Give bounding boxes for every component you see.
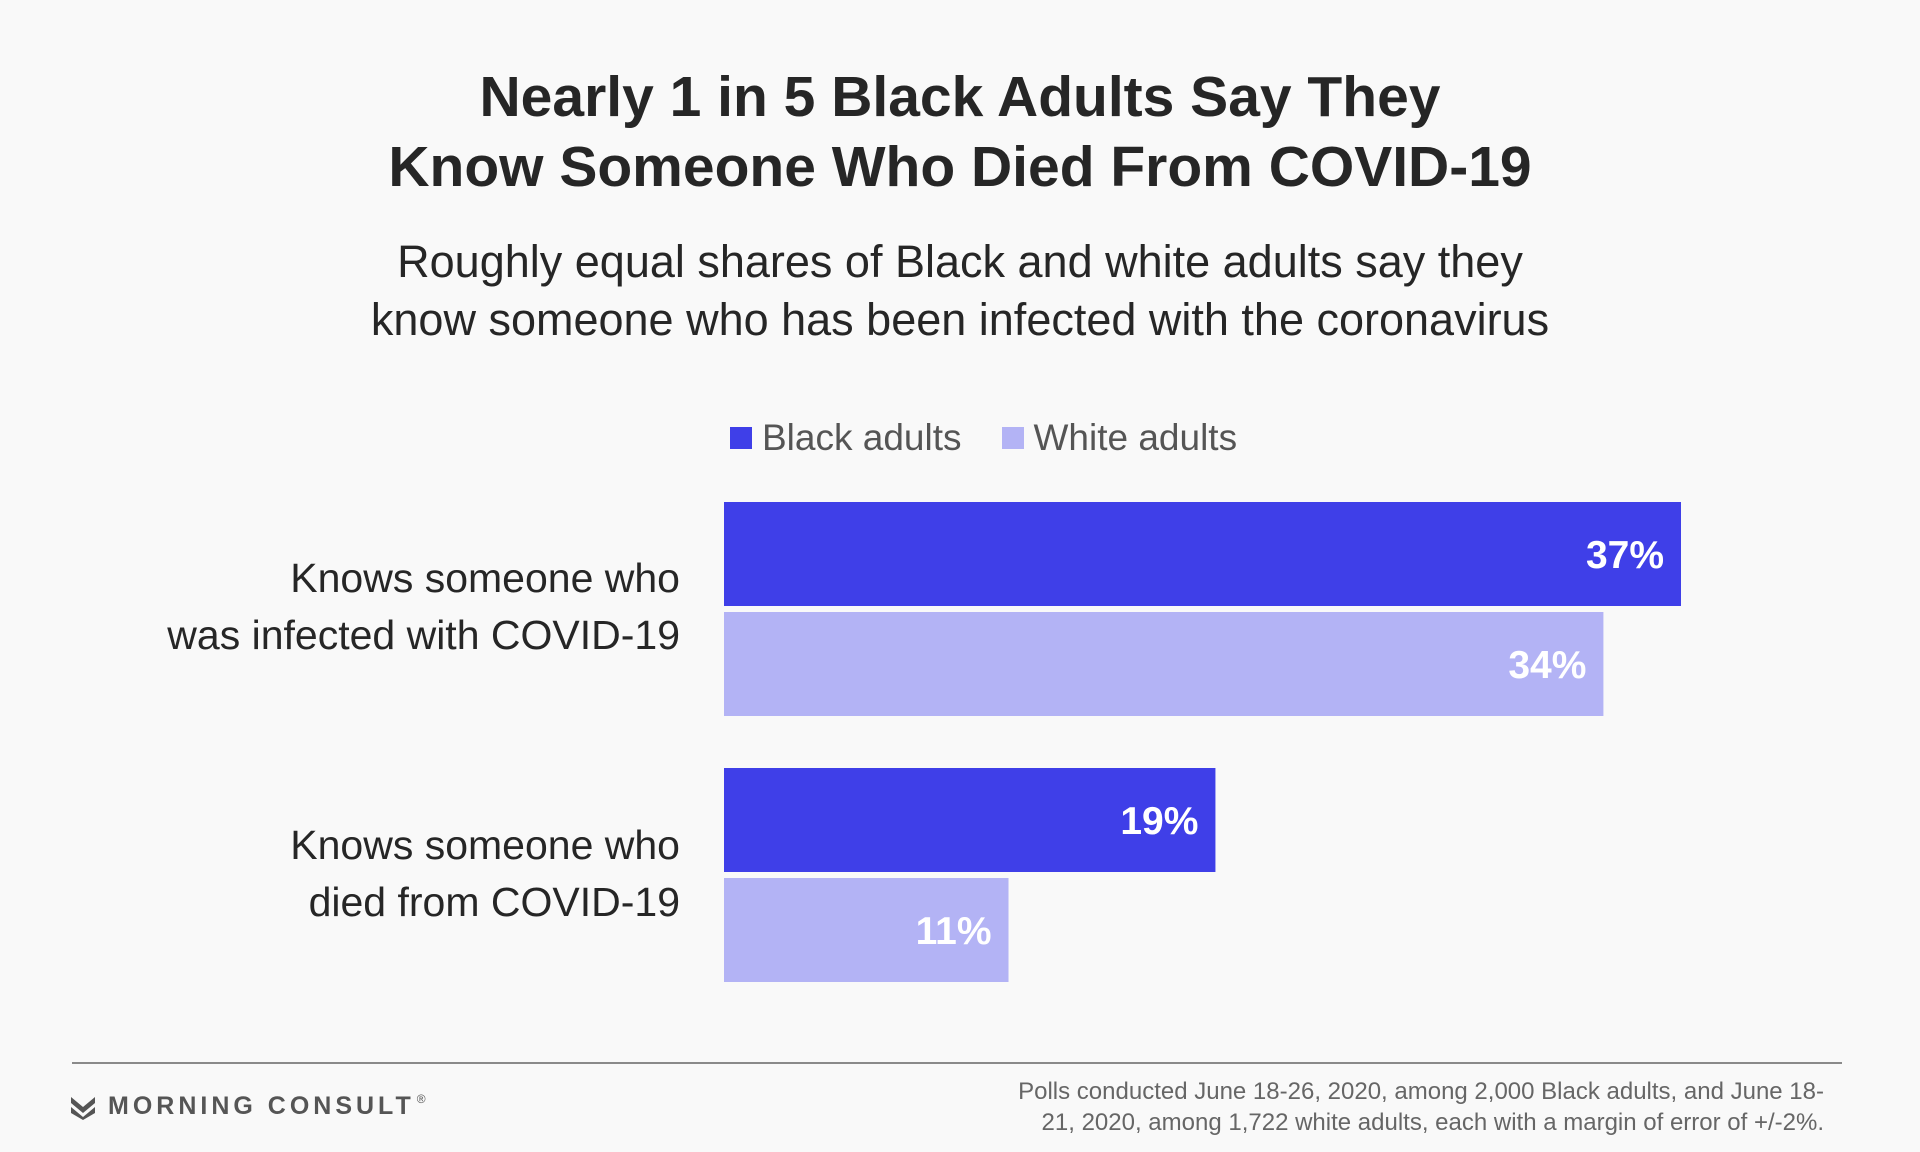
data-label-infected-white-adults: 34% — [1508, 644, 1586, 687]
category-label-died-line1: Knows someone who — [290, 822, 680, 868]
legend-label-black-adults: Black adults — [762, 417, 962, 458]
bar-infected-white-adults — [724, 612, 1604, 716]
chart-title: Nearly 1 in 5 Black Adults Say They Know… — [0, 62, 1920, 202]
chart-subtitle-line1: Roughly equal shares of Black and white … — [397, 236, 1523, 287]
bar-infected-black-adults — [724, 502, 1681, 606]
legend-swatch-white-adults — [1001, 427, 1024, 449]
category-label-infected-line1: Knows someone who — [290, 555, 680, 601]
source-note-line1: Polls conducted June 18-26, 2020, among … — [1018, 1078, 1824, 1105]
footer-divider — [72, 1062, 1842, 1064]
morning-consult-logo-icon — [71, 1096, 95, 1120]
source-note: Polls conducted June 18-26, 2020, among … — [924, 1076, 1824, 1138]
chart-legend: Black adults White adults — [730, 413, 1277, 463]
legend-label-white-adults: White adults — [1033, 417, 1238, 458]
data-label-died-black-adults: 19% — [1120, 800, 1198, 843]
chart-title-line1: Nearly 1 in 5 Black Adults Say They — [479, 65, 1441, 129]
brand-name: MORNING CONSULT — [108, 1092, 415, 1120]
source-note-line2: 21, 2020, among 1,722 white adults, each… — [1041, 1109, 1824, 1136]
chart-subtitle-line2: know someone who has been infected with … — [370, 294, 1550, 345]
data-label-infected-black-adults: 37% — [1586, 534, 1664, 577]
chart-subtitle: Roughly equal shares of Black and white … — [0, 233, 1920, 349]
legend-swatch-black-adults — [730, 427, 752, 449]
category-label-died-line2: died from COVID-19 — [308, 879, 680, 925]
category-label-died: Knows someone who died from COVID-19 — [60, 817, 680, 931]
legend-item-black-adults: Black adults — [730, 417, 962, 459]
brand-trademark: ® — [416, 1092, 426, 1106]
bar-died-white-adults — [724, 878, 1009, 982]
brand-logo: MORNING CONSULT ® — [70, 1092, 426, 1121]
data-label-died-white-adults: 11% — [916, 910, 992, 953]
category-label-infected: Knows someone who was infected with COVI… — [60, 550, 680, 664]
category-label-infected-line2: was infected with COVID-19 — [167, 612, 680, 658]
chart-title-line2: Know Someone Who Died From COVID-19 — [388, 135, 1532, 199]
legend-item-white-adults: White adults — [1001, 417, 1238, 459]
bar-died-black-adults — [724, 768, 1216, 872]
